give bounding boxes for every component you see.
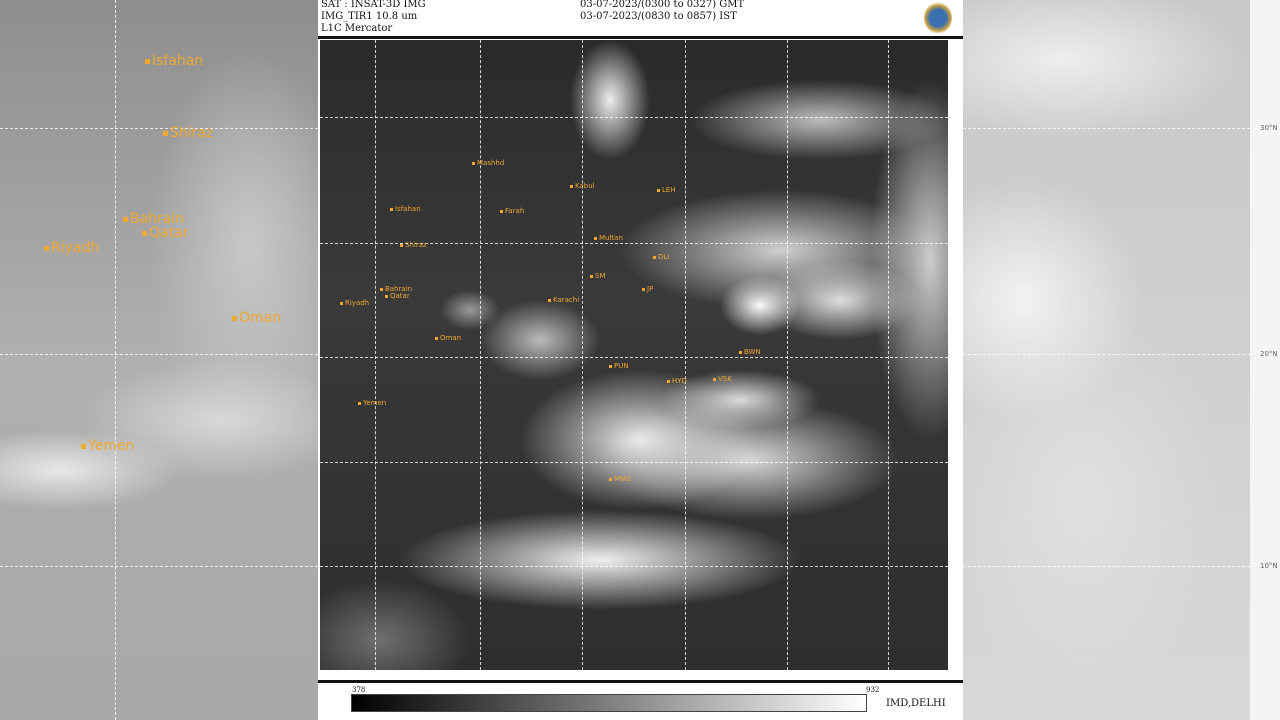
grid-line	[320, 566, 948, 567]
city-label: Qatar	[385, 292, 410, 300]
city-label: Bahrain	[123, 211, 184, 227]
city-label: Kabul	[570, 182, 595, 190]
grid-line	[375, 40, 376, 670]
satellite-map: Mashhd Isfahan Farah Kabul Shiraz Multan…	[320, 40, 948, 670]
grid-line	[0, 566, 318, 567]
background-satellite-left: Isfahan Shiraz Bahrain Qatar Riyadh Oman…	[0, 0, 318, 720]
grid-line	[320, 462, 948, 463]
city-label: BWN	[739, 348, 761, 356]
channel-name: IMG_TIR1 10.8 um	[321, 11, 418, 22]
grid-line	[480, 40, 481, 670]
city-label: JP	[642, 285, 653, 293]
grid-line	[320, 243, 948, 244]
lat-label: 30°N	[1260, 124, 1278, 132]
city-label: HYD	[667, 377, 687, 385]
grid-line	[963, 354, 1280, 355]
city-label: Oman	[435, 334, 461, 342]
city-label: Shiraz	[400, 241, 427, 249]
credit-label: IMD,DELHI	[886, 698, 946, 709]
city-label: Shiraz	[163, 125, 213, 141]
lat-label: 10°N	[1260, 562, 1278, 570]
city-label: Karachi	[548, 296, 579, 304]
city-label: PUN	[609, 362, 629, 370]
city-label: Isfahan	[145, 53, 203, 69]
city-label: Yemen	[81, 438, 134, 454]
city-label: Riyadh	[340, 299, 369, 307]
city-label: MNG	[609, 475, 631, 483]
imd-emblem-logo	[924, 2, 952, 34]
header-left: SAT : INSAT-3D IMG IMG_TIR1 10.8 um L1C …	[321, 0, 426, 35]
divider	[318, 680, 963, 683]
time-gmt: 03-07-2023/(0300 to 0327) GMT	[580, 0, 745, 10]
city-label: Bahrain	[380, 285, 412, 293]
grid-line	[320, 357, 948, 358]
time-ist: 03-07-2023/(0830 to 0857) IST	[580, 11, 737, 22]
city-label: Yemen	[358, 399, 386, 407]
city-label: Oman	[232, 310, 281, 326]
satellite-image-panel: SAT : INSAT-3D IMG IMG_TIR1 10.8 um L1C …	[318, 0, 963, 720]
projection: L1C Mercator	[321, 23, 393, 34]
city-label: VSK	[713, 375, 732, 383]
city-label: Qatar	[142, 225, 188, 241]
grid-line	[115, 0, 116, 720]
city-label: Riyadh	[44, 240, 99, 256]
grid-line	[963, 128, 1280, 129]
grid-line	[0, 354, 318, 355]
background-satellite-right: 30°N 20°N 10°N	[963, 0, 1280, 720]
grid-line	[320, 117, 948, 118]
city-label: Multan	[594, 234, 623, 242]
divider	[318, 36, 963, 39]
colorbar-max: 932	[866, 686, 880, 694]
grid-line	[963, 566, 1280, 567]
city-label: Farah	[500, 207, 524, 215]
city-label: SM	[590, 272, 605, 280]
city-label: Isfahan	[390, 205, 421, 213]
header-center: 03-07-2023/(0300 to 0327) GMT 03-07-2023…	[580, 0, 744, 23]
satellite-name: SAT : INSAT-3D IMG	[321, 0, 426, 10]
grid-line	[582, 40, 583, 670]
grid-line	[685, 40, 686, 670]
city-label: Mashhd	[472, 159, 504, 167]
city-label: LEH	[657, 186, 676, 194]
colorbar-min: 378	[352, 686, 366, 694]
city-label: DLI	[653, 253, 669, 261]
grid-line	[0, 128, 318, 129]
grid-line	[888, 40, 889, 670]
grayscale-colorbar	[351, 694, 867, 712]
grid-line	[787, 40, 788, 670]
lat-label: 20°N	[1260, 350, 1278, 358]
image-border	[1250, 0, 1280, 720]
